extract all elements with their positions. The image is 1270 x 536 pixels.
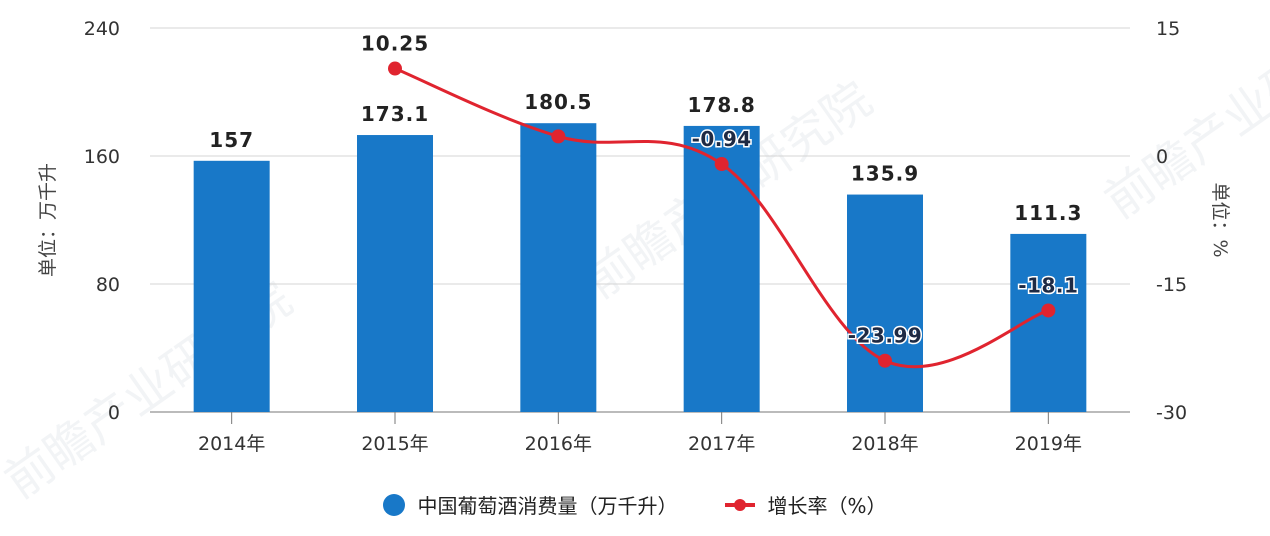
line-point[interactable] bbox=[551, 129, 566, 144]
x-tick-label: 2018年 bbox=[851, 433, 918, 455]
x-tick-label: 2019年 bbox=[1015, 433, 1082, 455]
x-tick-label: 2017年 bbox=[688, 433, 755, 455]
y-tick-label: 0 bbox=[108, 402, 120, 424]
legend: 中国葡萄酒消费量（万千升） 增长率（%） bbox=[0, 490, 1270, 519]
line-series bbox=[388, 61, 1056, 369]
growth-value-label: 10.25 bbox=[361, 32, 429, 56]
growth-line bbox=[394, 67, 1049, 369]
circle-marker-icon bbox=[383, 493, 406, 516]
bar[interactable] bbox=[847, 194, 923, 412]
bar[interactable] bbox=[193, 160, 270, 412]
growth-value-label: -18.1 bbox=[1018, 273, 1078, 297]
bar-series bbox=[193, 123, 1087, 413]
y2-tick-label: -30 bbox=[1156, 402, 1187, 424]
line-point[interactable] bbox=[714, 157, 729, 172]
y2-axis-title: 单位：% bbox=[1209, 182, 1231, 257]
bar-value-label: 180.5 bbox=[524, 90, 592, 114]
y-axis-left: 240 160 80 0 bbox=[84, 18, 120, 424]
growth-value-label: -0.94 bbox=[692, 127, 752, 151]
data-labels: 157 173.1 180.5 178.8 135.9 111.3 10.25 -0.94 -2… bbox=[209, 32, 1082, 350]
bar-value-label: 173.1 bbox=[361, 102, 429, 126]
line-point[interactable] bbox=[1041, 303, 1056, 318]
legend-item-growth-rate[interactable]: 增长率（%） bbox=[725, 490, 887, 519]
line-marker-icon bbox=[725, 498, 756, 511]
bar[interactable] bbox=[357, 135, 433, 413]
y-tick-label: 160 bbox=[84, 146, 120, 168]
y2-tick-label: 15 bbox=[1156, 18, 1180, 40]
x-tick-label: 2016年 bbox=[525, 433, 592, 455]
gridlines bbox=[150, 27, 1130, 413]
line-point[interactable] bbox=[388, 61, 402, 76]
bar[interactable] bbox=[520, 123, 597, 412]
x-tick-label: 2015年 bbox=[361, 433, 428, 455]
legend-label: 增长率（%） bbox=[767, 494, 887, 518]
bar[interactable] bbox=[683, 125, 760, 413]
bar-value-label: 135.9 bbox=[851, 162, 919, 186]
y-tick-label: 80 bbox=[96, 274, 120, 296]
svg-text:前瞻产业研究院: 前瞻产业研究院 bbox=[1095, 0, 1270, 230]
x-axis: 2014年 2015年 2016年 2017年 2018年 2019年 bbox=[198, 412, 1082, 455]
legend-label: 中国葡萄酒消费量（万千升） bbox=[417, 494, 678, 518]
y-axis-title: 单位：万千升 bbox=[37, 163, 59, 277]
bar-value-label: 178.8 bbox=[688, 93, 756, 117]
line-point[interactable] bbox=[878, 353, 892, 368]
y2-tick-label: 0 bbox=[1156, 146, 1168, 168]
y-tick-label: 240 bbox=[84, 18, 120, 40]
y2-tick-label: -15 bbox=[1156, 274, 1187, 296]
growth-value-label: -23.99 bbox=[848, 324, 923, 348]
legend-item-consumption[interactable]: 中国葡萄酒消费量（万千升） bbox=[383, 490, 677, 519]
y-axis-right: 15 0 -15 -30 bbox=[1156, 18, 1187, 424]
bar-value-label: 111.3 bbox=[1014, 201, 1082, 225]
x-tick-label: 2014年 bbox=[198, 433, 265, 455]
bar-value-label: 157 bbox=[209, 128, 254, 152]
